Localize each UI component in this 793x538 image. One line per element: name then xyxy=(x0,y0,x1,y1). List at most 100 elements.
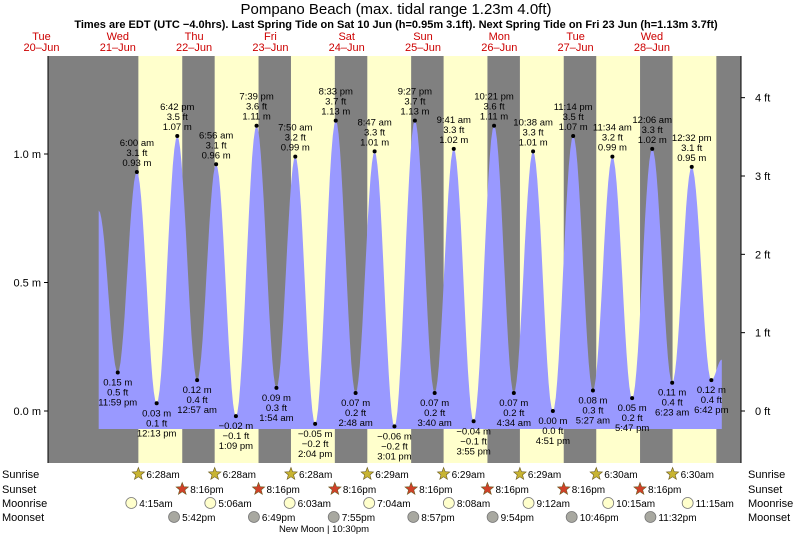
low-tide-label: 0.15 m xyxy=(103,377,132,388)
high-tide-point xyxy=(650,146,655,151)
high-tide-label: 1.02 m xyxy=(638,135,667,146)
sunset-star-icon xyxy=(175,481,190,495)
low-tide-label: 0.05 m xyxy=(618,403,647,414)
sunset-star-icon xyxy=(556,481,571,495)
sunrise-time: 6:28am xyxy=(299,470,332,481)
moonset-time: 9:54pm xyxy=(501,513,534,524)
high-tide-label: 0.93 m xyxy=(122,158,151,169)
high-tide-label: 9:27 pm xyxy=(398,87,432,98)
low-tide-label: 5:47 pm xyxy=(615,423,649,434)
moonrise-row-label-right: Moonrise xyxy=(748,498,793,510)
high-tide-label: 0.99 m xyxy=(598,143,627,154)
y-tick-label-m: 0.0 m xyxy=(13,406,41,418)
high-tide-label: 3.1 ft xyxy=(126,148,147,159)
day-name: Thu xyxy=(185,31,204,43)
low-tide-point xyxy=(471,419,476,424)
moonset-moon-icon xyxy=(407,511,420,523)
sunrise-star-icon xyxy=(207,466,222,480)
high-tide-label: 9:41 am xyxy=(437,115,471,126)
high-tide-label: 1.11 m xyxy=(242,112,270,123)
y-tick-label-ft: 1 ft xyxy=(755,328,770,340)
low-tide-label: 0.2 ft xyxy=(424,408,445,419)
low-tide-label: 0.03 m xyxy=(142,408,171,419)
low-tide-point xyxy=(709,378,714,383)
sunrise-row-label-left: Sunrise xyxy=(2,469,39,481)
high-tide-label: 1.07 m xyxy=(559,122,588,133)
high-tide-label: 11:34 am xyxy=(593,123,632,134)
low-tide-point xyxy=(630,396,635,401)
low-tide-label: 0.09 m xyxy=(262,393,291,404)
day-date: 20–Jun xyxy=(23,42,59,54)
high-tide-label: 12:06 am xyxy=(632,115,672,126)
low-tide-label: −0.1 ft xyxy=(223,431,250,442)
day-name: Tue xyxy=(566,31,585,43)
moonrise-row-label-left: Moonrise xyxy=(2,498,47,510)
low-tide-label: 0.2 ft xyxy=(345,408,366,419)
high-tide-point xyxy=(372,149,377,154)
moonset-moon-icon xyxy=(644,511,657,523)
high-tide-label: 0.95 m xyxy=(677,153,706,164)
moonrise-moon-icon xyxy=(204,497,217,509)
low-tide-point xyxy=(313,421,318,426)
low-tide-point xyxy=(550,409,555,413)
high-tide-label: 12:32 pm xyxy=(672,133,712,144)
high-tide-label: 3.1 ft xyxy=(206,140,227,151)
sunrise-time: 6:28am xyxy=(146,470,179,481)
day-date: 28–Jun xyxy=(634,42,670,54)
day-name: Wed xyxy=(641,31,663,43)
low-tide-point xyxy=(353,391,358,396)
low-tide-label: 0.2 ft xyxy=(622,413,643,424)
chart-subtitle: Times are EDT (UTC −4.0hrs). Last Spring… xyxy=(74,19,718,31)
high-tide-label: 10:38 am xyxy=(513,117,553,128)
high-tide-label: 3.2 ft xyxy=(285,133,306,144)
moonrise-moon-icon xyxy=(442,497,455,509)
moonrise-moon-icon xyxy=(125,497,138,509)
sunrise-star-icon xyxy=(284,466,298,480)
new-moon-label: New Moon | 10:30pm xyxy=(279,524,369,535)
sunset-star-icon xyxy=(327,481,342,495)
low-tide-point xyxy=(154,401,159,406)
low-tide-label: 5:27 am xyxy=(576,415,610,426)
day-date: 22–Jun xyxy=(176,42,212,54)
sunset-star-icon xyxy=(251,481,266,495)
moonrise-time: 10:15am xyxy=(616,499,655,510)
day-name: Sun xyxy=(413,31,433,43)
high-tide-label: 1.07 m xyxy=(163,122,192,133)
moonset-moon-icon xyxy=(565,511,578,523)
high-tide-label: 7:39 pm xyxy=(239,92,273,103)
moonrise-moon-icon xyxy=(522,497,535,509)
moonrise-time: 9:12am xyxy=(537,499,570,510)
high-tide-label: 8:33 pm xyxy=(319,87,353,98)
moonset-row-label-right: Moonset xyxy=(748,512,790,524)
low-tide-label: −0.06 m xyxy=(377,431,412,442)
high-tide-point xyxy=(333,118,338,123)
moonrise-time: 5:06am xyxy=(218,499,251,510)
day-name: Tue xyxy=(32,31,51,43)
high-tide-label: 6:00 am xyxy=(120,138,154,149)
sunrise-time: 6:29am xyxy=(452,470,485,481)
high-tide-label: 3.3 ft xyxy=(523,127,544,138)
low-tide-label: 3:01 pm xyxy=(377,451,411,462)
day-date: 21–Jun xyxy=(100,42,136,54)
low-tide-label: 1:09 pm xyxy=(219,441,253,452)
low-tide-label: −0.1 ft xyxy=(460,436,487,447)
low-tide-label: 0.1 ft xyxy=(146,418,167,429)
moonrise-time: 4:15am xyxy=(139,499,172,510)
high-tide-point xyxy=(571,134,576,139)
high-tide-point xyxy=(531,149,536,154)
sunrise-time: 6:28am xyxy=(223,470,256,481)
moonset-time: 7:55pm xyxy=(342,513,375,524)
high-tide-label: 6:56 am xyxy=(199,130,233,141)
low-tide-label: 11:59 pm xyxy=(98,397,137,408)
low-tide-label: 0.4 ft xyxy=(662,398,683,409)
low-tide-label: 0.3 ft xyxy=(582,405,603,416)
high-tide-label: 3.5 ft xyxy=(563,112,584,123)
moonset-moon-icon xyxy=(486,511,499,523)
day-name: Wed xyxy=(107,31,129,43)
high-tide-label: 1.01 m xyxy=(519,137,548,148)
low-tide-label: 0.4 ft xyxy=(701,395,722,406)
moonrise-moon-icon xyxy=(363,497,376,509)
high-tide-label: 7:50 am xyxy=(278,123,312,134)
low-tide-label: −0.04 m xyxy=(456,426,491,437)
moonset-time: 10:46pm xyxy=(580,513,619,524)
